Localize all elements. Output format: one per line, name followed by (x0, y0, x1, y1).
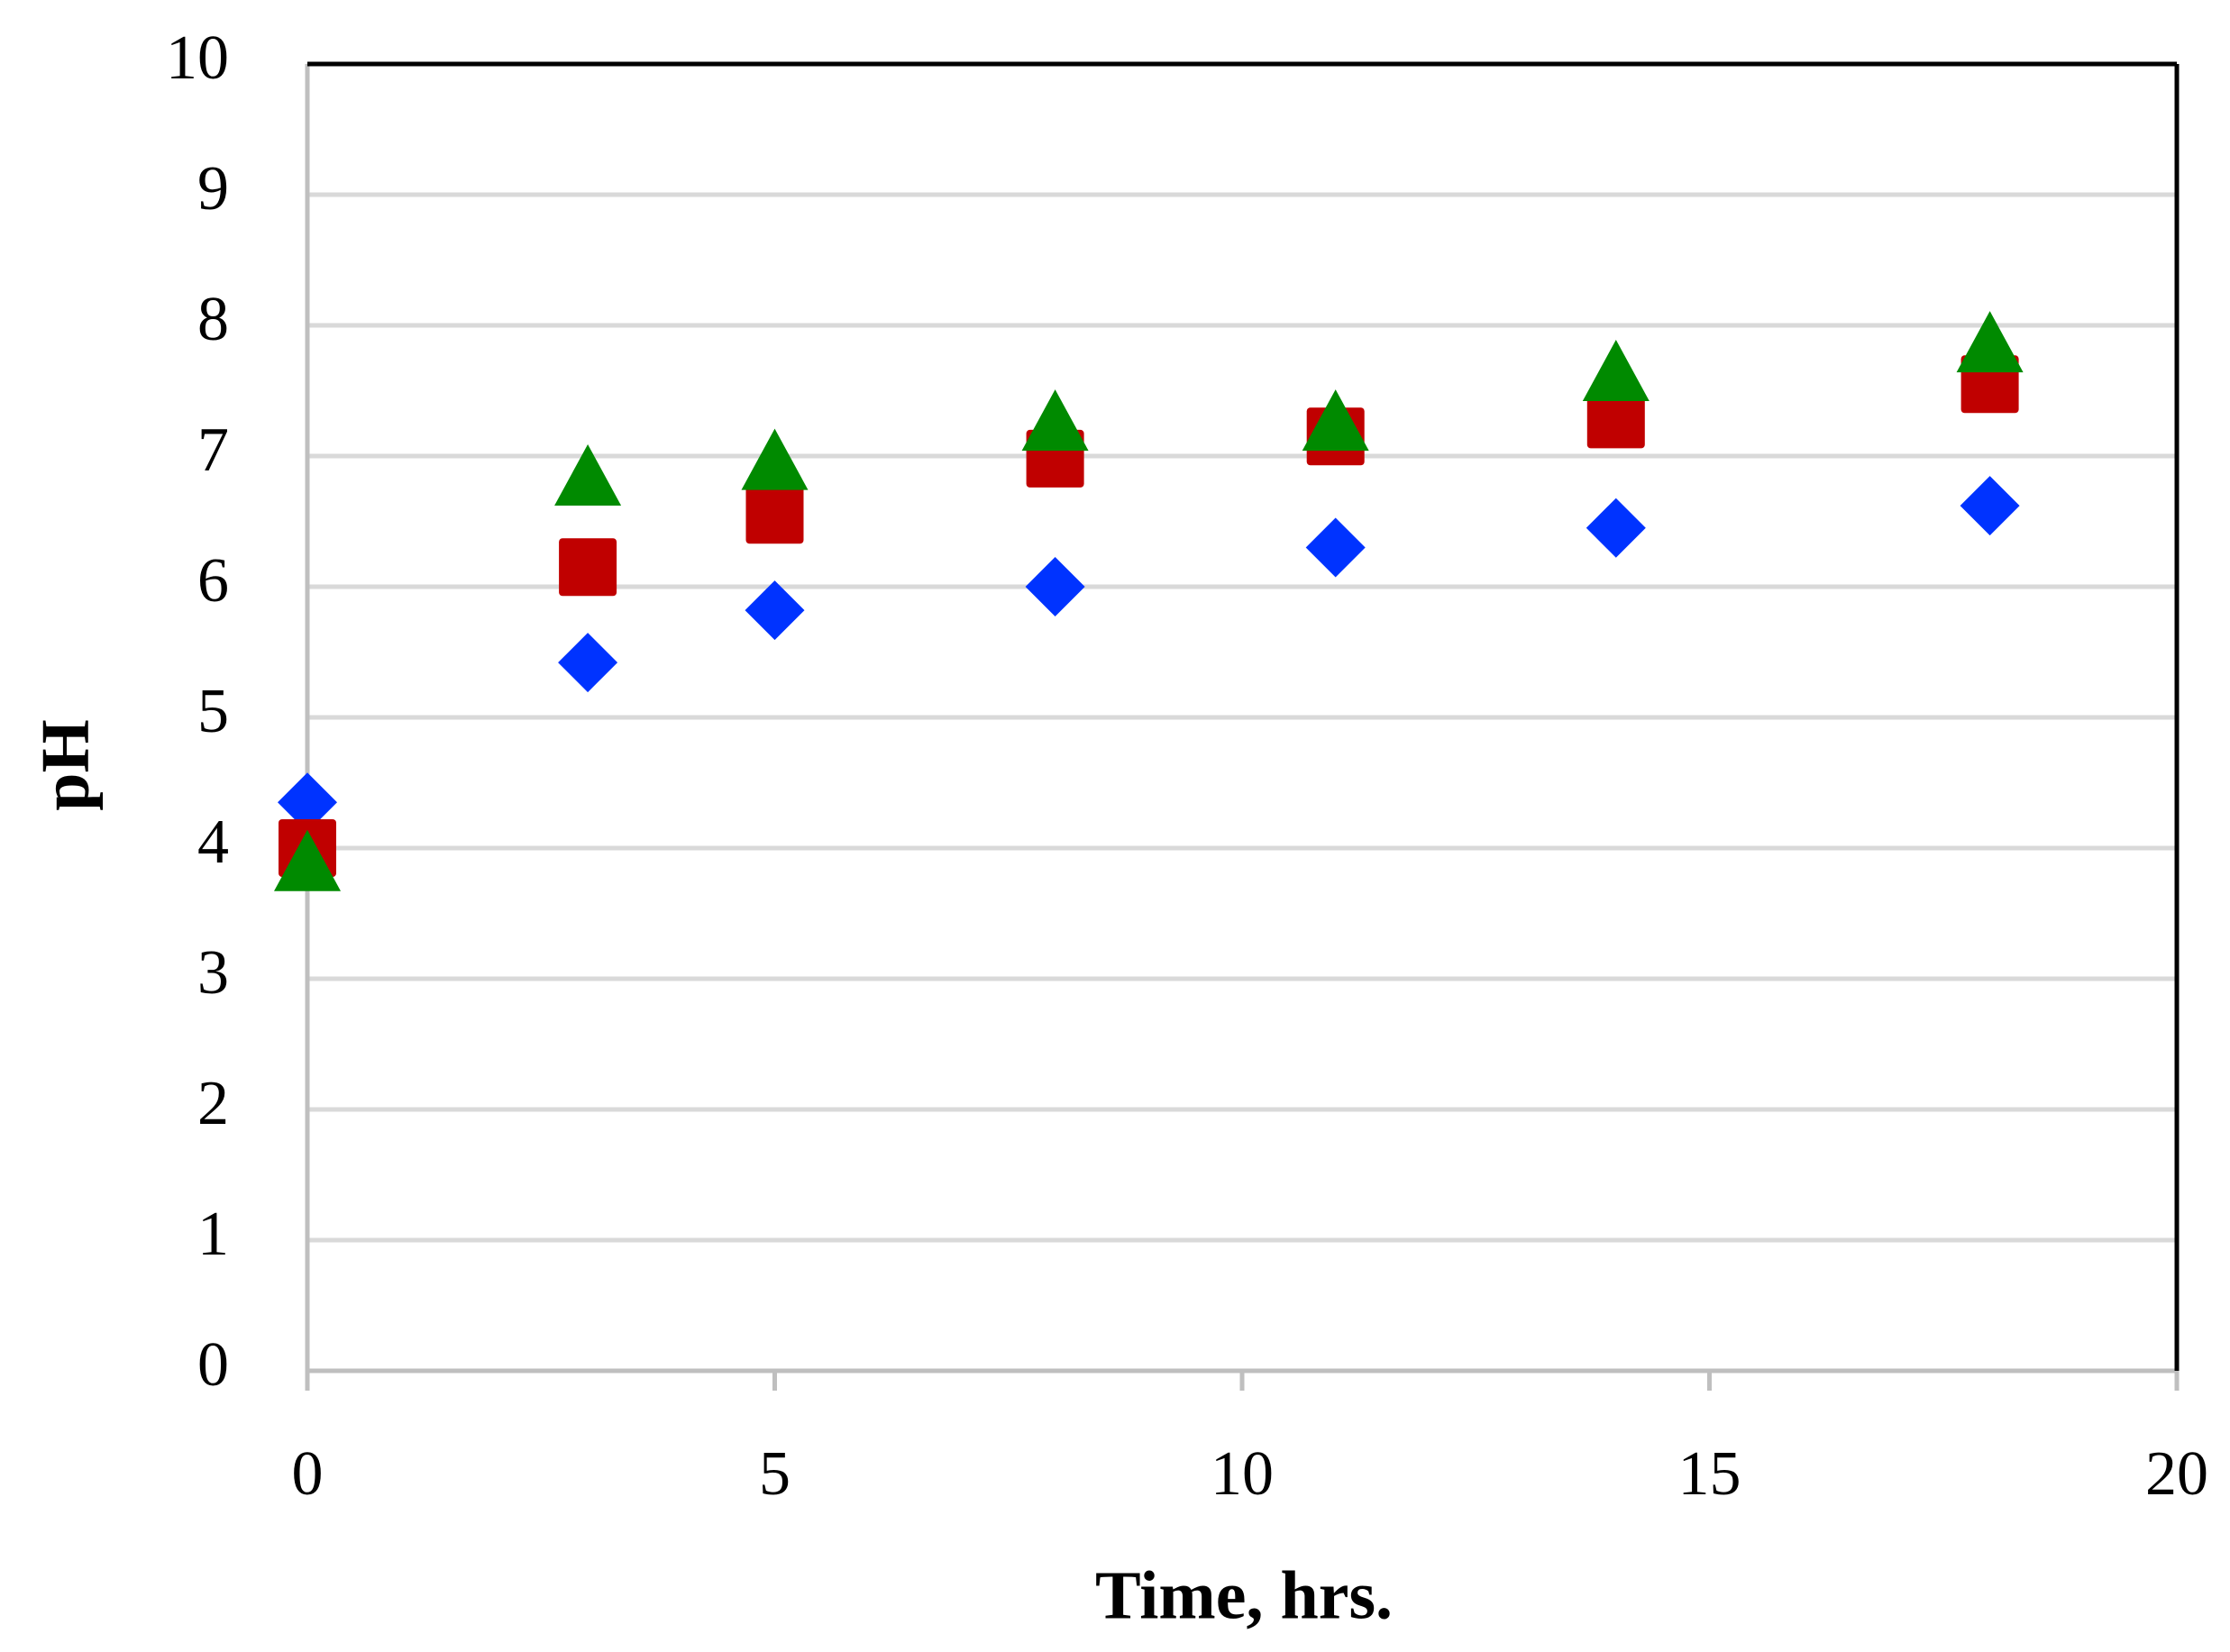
data-point (1586, 497, 1646, 558)
data-point (554, 444, 622, 506)
data-point (1582, 340, 1650, 401)
x-tick-label: 10 (1211, 1439, 1274, 1509)
y-axis-title: pH (27, 719, 103, 810)
data-point (1021, 389, 1089, 452)
data-point (745, 486, 804, 544)
y-tick-label: 3 (197, 938, 229, 1008)
data-point (741, 428, 809, 490)
y-tick-label: 0 (197, 1330, 229, 1400)
x-tick-label: 15 (1678, 1439, 1741, 1509)
y-tick-label: 5 (197, 677, 229, 746)
y-tick-label: 9 (197, 154, 229, 224)
x-tick-label: 0 (292, 1439, 324, 1509)
x-tick-label: 20 (2145, 1439, 2208, 1509)
data-point (1956, 311, 2024, 373)
y-tick-label: 1 (197, 1200, 229, 1269)
x-tick-label: 5 (759, 1439, 791, 1509)
data-point (274, 829, 341, 891)
data-point (1302, 389, 1369, 452)
x-axis-title: Time, hrs. (1095, 1557, 1393, 1633)
data-point (278, 772, 337, 833)
data-point (745, 580, 805, 641)
data-point (1960, 476, 2020, 536)
y-tick-label: 7 (197, 415, 229, 485)
data-point (558, 633, 618, 693)
y-tick-label: 10 (166, 23, 229, 93)
data-point (1586, 390, 1645, 449)
y-tick-label: 6 (197, 546, 229, 616)
y-tick-label: 8 (197, 285, 229, 354)
data-point (559, 538, 617, 597)
data-point (1025, 557, 1085, 616)
y-tick-label: 4 (197, 808, 229, 877)
y-tick-label: 2 (197, 1069, 229, 1138)
data-point (1305, 517, 1366, 578)
